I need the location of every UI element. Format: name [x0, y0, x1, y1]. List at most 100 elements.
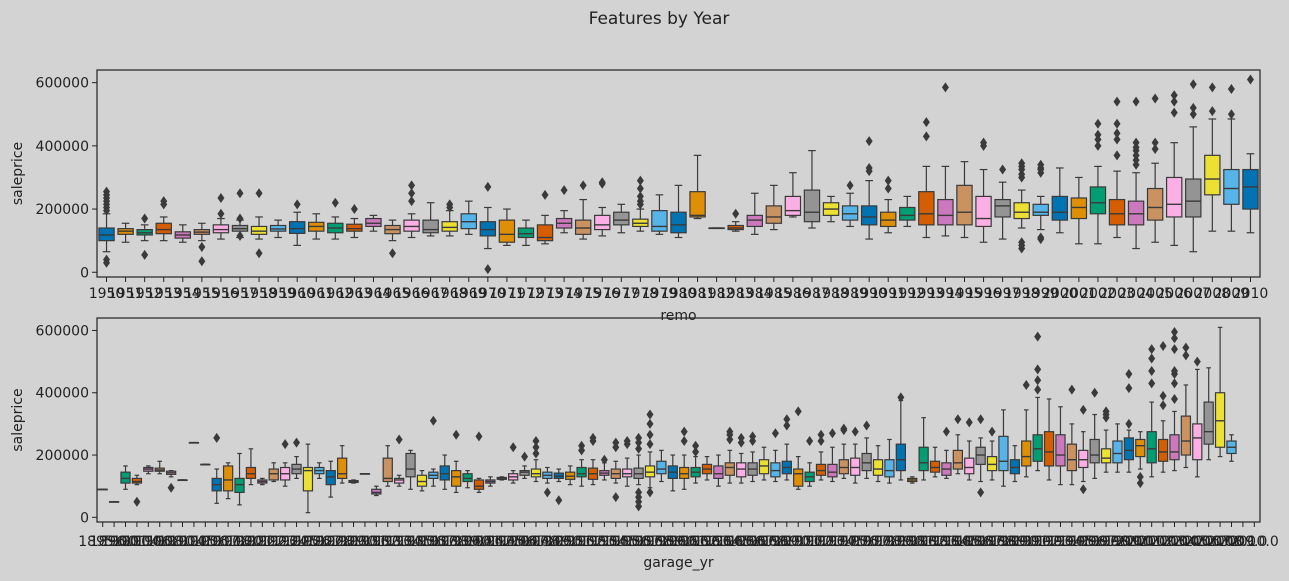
- x-tick-label: 1951: [108, 286, 144, 302]
- flier-point: [532, 442, 540, 453]
- box-2000.0: [1135, 431, 1146, 489]
- flier-point: [293, 199, 301, 210]
- x-tick-label: 1964.0: [705, 534, 754, 550]
- box-1918.0: [234, 452, 245, 506]
- box-1988: [822, 195, 840, 223]
- x-tick-label: 1973.0: [808, 534, 857, 550]
- x-tick-label: 1936.0: [409, 534, 458, 550]
- garage-yr-boxplot: 0 200000 400000 600000 1895.01896.01900.0190…: [10, 317, 1279, 571]
- flier-point: [988, 426, 996, 437]
- box-1974.0: [838, 423, 849, 479]
- box-1995: [956, 161, 973, 239]
- box-iqr: [952, 449, 964, 470]
- x-tick-label: 1996.0: [1070, 534, 1119, 550]
- x-tick-label: 1895.0: [78, 534, 127, 550]
- box-1951: [117, 222, 134, 243]
- box-iqr: [879, 211, 897, 228]
- flier-point: [532, 436, 540, 447]
- box-1985.0: [964, 417, 975, 481]
- box-1972.0: [815, 429, 827, 481]
- box-1930.0: [359, 473, 371, 475]
- box-1965: [384, 219, 401, 259]
- box-iqr: [861, 452, 872, 472]
- x-tick-label: 1970.0: [774, 534, 823, 550]
- x-tick-label: 1972: [508, 286, 544, 302]
- box-1949.0: [553, 468, 564, 506]
- box-1982.0: [929, 446, 941, 478]
- box-1961.0: [690, 440, 701, 484]
- x-tick-label: 1983.0: [922, 534, 971, 550]
- x-tick-label: 1959.0: [648, 534, 697, 550]
- box-1915.0: [200, 463, 211, 466]
- x-tick-label: 1987: [794, 286, 830, 302]
- box-1986: [784, 172, 802, 218]
- box-1981: [689, 154, 706, 220]
- x-tick-label: 1974: [546, 286, 582, 302]
- x-tick-label: 1946.0: [500, 534, 549, 550]
- x-tick-label: 1906.0: [135, 534, 184, 550]
- box-iqr: [405, 452, 416, 478]
- flier-point: [623, 436, 631, 447]
- x-tick-label: 1980.0: [888, 534, 937, 550]
- box-1999: [1032, 159, 1049, 245]
- x-tick-label: 1973: [527, 286, 563, 302]
- x-tick-label: 2003.0: [1150, 534, 1199, 550]
- box-1895.0: [97, 488, 108, 491]
- flier-point: [977, 414, 985, 425]
- box-iqr: [815, 463, 827, 476]
- box-1951.0: [576, 440, 587, 487]
- x-tick-label: 1931.0: [352, 534, 401, 550]
- box-1957: [231, 188, 249, 241]
- flier-point: [726, 426, 734, 437]
- x-tick-label: 1994.0: [1047, 534, 1096, 550]
- flier-point: [1170, 90, 1178, 101]
- flier-point: [1132, 96, 1140, 107]
- flier-point: [1170, 378, 1178, 389]
- x-tick-label: 2004.0: [1161, 534, 1210, 550]
- x-tick-label: 1968: [432, 286, 468, 302]
- box-1929.0: [348, 479, 359, 484]
- x-tick-label: 2008: [1195, 286, 1231, 302]
- x-tick-label: 1970: [470, 286, 506, 302]
- box-iqr: [1013, 202, 1030, 220]
- flier-point: [692, 446, 700, 457]
- box-1917.0: [222, 462, 234, 500]
- box-1957.0: [644, 409, 656, 498]
- box-1965.0: [736, 432, 747, 484]
- box-1954.0: [610, 437, 621, 503]
- box-iqr: [1204, 154, 1221, 196]
- box-iqr: [1070, 197, 1088, 220]
- box-iqr: [841, 205, 859, 221]
- box-1952: [136, 213, 153, 260]
- flier-point: [600, 454, 608, 465]
- box-2007: [1185, 79, 1202, 253]
- box-1955: [193, 222, 211, 267]
- flier-point: [1148, 344, 1156, 355]
- box-1996.0: [1089, 387, 1100, 479]
- box-iqr: [827, 463, 838, 478]
- x-tick-label: 1915.0: [181, 534, 230, 550]
- box-1956: [212, 192, 230, 240]
- box-iqr: [1078, 449, 1089, 469]
- flier-point: [1159, 390, 1167, 401]
- box-iqr: [998, 435, 1009, 472]
- flier-point: [1189, 102, 1197, 113]
- flier-point: [1037, 159, 1045, 170]
- box-1971.0: [804, 436, 815, 487]
- flier-point: [1094, 129, 1102, 140]
- box-1952.0: [587, 432, 599, 486]
- box-iqr: [1089, 438, 1100, 464]
- x-tick-label: 1930.0: [340, 534, 389, 550]
- box-iqr: [479, 221, 497, 237]
- x-tick-label: 1955: [184, 286, 220, 302]
- x-tick-label: 1937.0: [420, 534, 469, 550]
- box-iqr: [850, 457, 861, 476]
- x-tick-label: 1949.0: [534, 534, 583, 550]
- flier-point: [484, 264, 492, 275]
- x-tick-label: 1956.0: [614, 534, 663, 550]
- flier-point: [1148, 378, 1156, 389]
- box-1962: [327, 197, 344, 240]
- x-tick-label: 1981: [680, 286, 716, 302]
- x-tick-label: 1977: [603, 286, 639, 302]
- box-1988.0: [998, 409, 1009, 487]
